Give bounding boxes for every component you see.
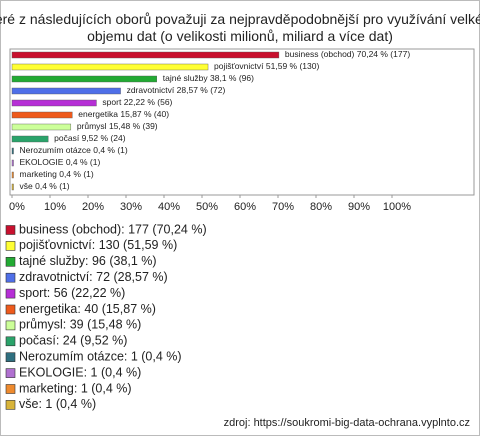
legend-label: zdravotnictví: 72 (28,57 %) — [19, 270, 168, 284]
x-tick-label: 20% — [82, 201, 104, 213]
bar-label: tajné služby 38,1 % (96) — [163, 73, 254, 83]
category-label: tajné služby — [163, 73, 209, 83]
category-label: EKOLOGIE — [20, 157, 64, 167]
legend-swatch — [5, 384, 16, 394]
value-label: 15,87 % (40) — [120, 109, 169, 119]
bar-label: sport 22,22 % (56) — [102, 97, 172, 107]
value-label: 70,24 % (177) — [357, 49, 411, 59]
legend-label: Nerozumím otázce: 1 (0,4 %) — [19, 349, 182, 363]
value-label: 0,4 % (1) — [93, 145, 128, 155]
x-tick-label: 10% — [44, 201, 66, 213]
bar — [11, 75, 157, 83]
value-label: 22,22 % (56) — [124, 97, 173, 107]
category-label: marketing — [20, 169, 58, 179]
value-label: 15,48 % (39) — [109, 121, 158, 131]
source: zdroj: https://soukromi-big-data-ochrana… — [224, 417, 470, 429]
bar-label: průmysl 15,48 % (39) — [77, 121, 158, 131]
legend-label: průmysl: 39 (15,48 %) — [19, 318, 141, 332]
bar — [11, 171, 14, 179]
chart-title: Které z následujících oborů považuji za … — [0, 11, 480, 44]
category-label: pojišťovnictví — [214, 61, 264, 71]
legend-swatch — [5, 320, 16, 331]
value-label: 0,4 % (1) — [66, 157, 101, 167]
plot-area — [9, 48, 475, 196]
category-label: Nerozumím otázce — [20, 145, 92, 155]
bar — [11, 159, 14, 167]
x-tick-label: 100% — [383, 201, 411, 213]
bar — [11, 99, 97, 107]
legend-label: EKOLOGIE: 1 (0,4 %) — [19, 365, 141, 379]
legend-swatch — [5, 368, 16, 378]
bar — [11, 63, 209, 71]
category-label: sport — [102, 97, 122, 107]
legend-label: počasí: 24 (9,52 %) — [19, 334, 127, 348]
legend-label: sport: 56 (22,22 %) — [19, 286, 125, 300]
legend-label: vše: 1 (0,4 %) — [19, 397, 96, 411]
x-tick-label: 90% — [348, 201, 370, 213]
value-label: 0,4 % (1) — [59, 169, 94, 179]
bar — [11, 147, 14, 155]
legend-swatch — [5, 352, 16, 363]
legend-label: pojišťovnictví: 130 (51,59 %) — [19, 238, 177, 252]
x-tick-label: 80% — [310, 201, 332, 213]
x-tick-label: 60% — [234, 201, 256, 213]
value-label: 28,57 % (72) — [177, 85, 226, 95]
x-tick-label: 40% — [158, 201, 180, 213]
x-tick-label: 70% — [272, 201, 294, 213]
bar-label: vše 0,4 % (1) — [20, 181, 70, 191]
bar — [11, 123, 72, 131]
x-tick-label: 0% — [9, 201, 25, 213]
category-label: průmysl — [77, 121, 107, 131]
legend-swatch — [5, 241, 16, 251]
value-label: 9,52 % (24) — [82, 133, 126, 143]
category-label: zdravotnictví — [127, 85, 175, 95]
legend-swatch — [5, 272, 16, 283]
x-tick-label: 50% — [196, 201, 218, 213]
bar — [11, 183, 14, 191]
bar — [11, 111, 73, 119]
category-label: energetika — [78, 109, 118, 119]
value-label: 0,4 % (1) — [35, 181, 70, 191]
category-label: počasí — [54, 133, 80, 143]
bar — [11, 135, 49, 143]
bar-label: EKOLOGIE 0,4 % (1) — [20, 157, 101, 167]
bar-label: Nerozumím otázce 0,4 % (1) — [20, 145, 128, 155]
legend-label: tajné služby: 96 (38,1 %) — [19, 254, 157, 268]
legend-swatch — [5, 225, 16, 235]
x-tick-label: 30% — [120, 201, 142, 213]
bar-label: zdravotnictví 28,57 % (72) — [127, 85, 226, 95]
legend-swatch — [5, 304, 16, 315]
bar-label: marketing 0,4 % (1) — [20, 169, 94, 179]
legend-label: energetika: 40 (15,87 %) — [19, 302, 156, 316]
bar-label: energetika 15,87 % (40) — [78, 109, 169, 119]
bar-label: pojišťovnictví 51,59 % (130) — [214, 61, 319, 71]
legend-label: business (obchod): 177 (70,24 %) — [19, 222, 207, 236]
bar — [11, 87, 121, 95]
legend-swatch — [5, 400, 16, 410]
bar-label: business (obchod) 70,24 % (177) — [285, 49, 410, 59]
legend-label: marketing: 1 (0,4 %) — [19, 381, 132, 395]
bar — [11, 51, 280, 59]
category-label: business (obchod) — [285, 49, 355, 59]
value-label: 38,1 % (96) — [210, 73, 254, 83]
category-label: vše — [20, 181, 34, 191]
value-label: 51,59 % (130) — [266, 61, 320, 71]
bar-label: počasí 9,52 % (24) — [54, 133, 126, 143]
legend-swatch — [5, 288, 16, 299]
legend-swatch — [5, 256, 16, 267]
legend-swatch — [5, 336, 16, 347]
